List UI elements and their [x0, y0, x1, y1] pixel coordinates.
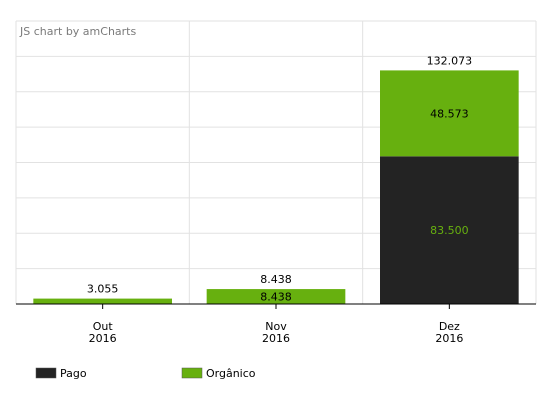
bar-total-label: 3.055 [87, 283, 119, 296]
legend-label: Pago [60, 367, 87, 380]
bar-total-label: 8.438 [260, 273, 292, 286]
bar-total-label: 132.073 [427, 54, 473, 67]
bar-value-label: 48.573 [430, 107, 469, 120]
legend-item-organico[interactable]: Orgânico [181, 367, 256, 380]
bar-organico-2[interactable] [380, 70, 519, 157]
bar-value-label: 83.500 [430, 224, 469, 237]
legend-swatch [181, 367, 203, 379]
bar-organico-1[interactable] [206, 289, 346, 304]
bar-value-label: 8.438 [260, 291, 292, 304]
bars [33, 70, 519, 304]
legend-swatch [35, 367, 57, 379]
x-tick-label: Out 2016 [89, 320, 117, 345]
bar-pago-2[interactable] [380, 156, 519, 304]
legend: Pago Orgânico [35, 367, 256, 380]
chart-credit[interactable]: JS chart by amCharts [19, 25, 136, 38]
x-axis: Out 2016 Nov 2016 Dez 2016 [16, 303, 536, 345]
bar-organico-0[interactable] [33, 298, 173, 304]
legend-label: Orgânico [206, 367, 256, 380]
value-labels: 3.055 8.438 8.438 83.500 48.573 132.073 [87, 54, 472, 303]
x-tick-label: Nov 2016 [262, 320, 290, 345]
legend-item-pago[interactable]: Pago [35, 367, 87, 380]
x-tick-label: Dez 2016 [435, 320, 463, 345]
